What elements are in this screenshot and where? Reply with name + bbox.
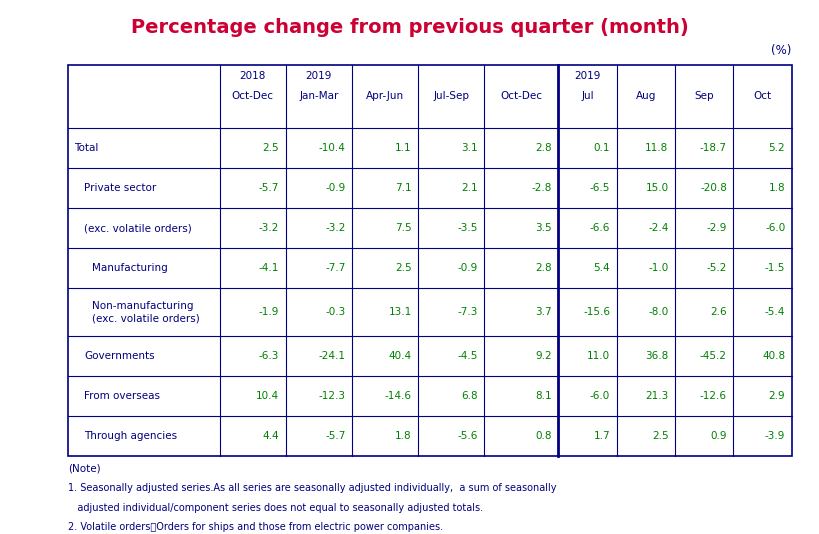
- Text: Through agencies: Through agencies: [84, 431, 177, 441]
- Text: Non-manufacturing
(exc. volatile orders): Non-manufacturing (exc. volatile orders): [93, 301, 200, 323]
- Text: 2. Volatile orders：Orders for ships and those from electric power companies.: 2. Volatile orders：Orders for ships and …: [68, 522, 443, 532]
- Text: 3.5: 3.5: [535, 223, 552, 233]
- Text: 1.8: 1.8: [395, 431, 412, 441]
- Text: 0.1: 0.1: [594, 144, 610, 153]
- Text: -24.1: -24.1: [319, 351, 346, 361]
- Text: -18.7: -18.7: [700, 144, 727, 153]
- Text: Aug: Aug: [636, 91, 656, 101]
- Text: 2.9: 2.9: [769, 391, 785, 400]
- Text: -6.6: -6.6: [590, 223, 610, 233]
- Text: 2.5: 2.5: [652, 431, 668, 441]
- Text: 2019: 2019: [574, 70, 600, 81]
- Text: -6.5: -6.5: [590, 184, 610, 193]
- Text: 6.8: 6.8: [461, 391, 477, 400]
- Text: -5.4: -5.4: [765, 307, 785, 317]
- Text: 40.8: 40.8: [762, 351, 785, 361]
- Text: -2.4: -2.4: [648, 223, 668, 233]
- Text: 5.4: 5.4: [594, 263, 610, 273]
- Text: Percentage change from previous quarter (month): Percentage change from previous quarter …: [130, 18, 689, 37]
- Text: (exc. volatile orders): (exc. volatile orders): [84, 223, 192, 233]
- Text: 1.1: 1.1: [395, 144, 412, 153]
- Text: Oct: Oct: [753, 91, 771, 101]
- Text: -3.2: -3.2: [259, 223, 279, 233]
- Text: -5.7: -5.7: [259, 184, 279, 193]
- Text: 3.1: 3.1: [461, 144, 477, 153]
- Text: 2.8: 2.8: [535, 263, 552, 273]
- Text: -7.7: -7.7: [325, 263, 346, 273]
- Text: -12.6: -12.6: [700, 391, 727, 400]
- Text: 15.0: 15.0: [645, 184, 668, 193]
- Text: -5.6: -5.6: [458, 431, 477, 441]
- Text: From overseas: From overseas: [84, 391, 161, 400]
- Text: -4.5: -4.5: [458, 351, 477, 361]
- Text: -20.8: -20.8: [700, 184, 727, 193]
- Text: -2.8: -2.8: [532, 184, 552, 193]
- Text: -7.3: -7.3: [458, 307, 477, 317]
- Text: Total: Total: [75, 144, 99, 153]
- Text: 1.7: 1.7: [594, 431, 610, 441]
- Text: Oct-Dec: Oct-Dec: [500, 91, 542, 101]
- Text: -14.6: -14.6: [385, 391, 412, 400]
- Text: -15.6: -15.6: [583, 307, 610, 317]
- Text: 11.8: 11.8: [645, 144, 668, 153]
- Text: -1.5: -1.5: [765, 263, 785, 273]
- Text: -5.2: -5.2: [707, 263, 727, 273]
- Text: Sep: Sep: [695, 91, 714, 101]
- Text: -1.9: -1.9: [259, 307, 279, 317]
- Text: 4.4: 4.4: [263, 431, 279, 441]
- Text: 1. Seasonally adjusted series.As all series are seasonally adjusted individually: 1. Seasonally adjusted series.As all ser…: [68, 483, 556, 493]
- Text: 2.1: 2.1: [461, 184, 477, 193]
- Text: -10.4: -10.4: [319, 144, 346, 153]
- Text: 13.1: 13.1: [388, 307, 412, 317]
- Text: -2.9: -2.9: [707, 223, 727, 233]
- Text: 1.8: 1.8: [769, 184, 785, 193]
- Text: -6.0: -6.0: [590, 391, 610, 400]
- Text: Governments: Governments: [84, 351, 155, 361]
- Text: Private sector: Private sector: [84, 184, 156, 193]
- Text: 10.4: 10.4: [256, 391, 279, 400]
- Text: 2019: 2019: [305, 70, 332, 81]
- Text: 3.7: 3.7: [535, 307, 552, 317]
- Text: 2.8: 2.8: [535, 144, 552, 153]
- Text: -3.2: -3.2: [325, 223, 346, 233]
- Text: -8.0: -8.0: [649, 307, 668, 317]
- Text: 11.0: 11.0: [587, 351, 610, 361]
- Text: -3.5: -3.5: [458, 223, 477, 233]
- Text: -4.1: -4.1: [259, 263, 279, 273]
- Text: 40.4: 40.4: [388, 351, 412, 361]
- Text: -5.7: -5.7: [325, 431, 346, 441]
- Text: 0.9: 0.9: [710, 431, 727, 441]
- Text: Apr-Jun: Apr-Jun: [366, 91, 404, 101]
- Text: -0.9: -0.9: [458, 263, 477, 273]
- Text: adjusted individual/component series does not equal to seasonally adjusted total: adjusted individual/component series doe…: [68, 502, 483, 513]
- Text: Jul-Sep: Jul-Sep: [433, 91, 469, 101]
- Text: (%): (%): [771, 44, 792, 57]
- Text: 2018: 2018: [239, 70, 266, 81]
- Text: Jul: Jul: [581, 91, 594, 101]
- Text: 2.5: 2.5: [263, 144, 279, 153]
- Text: -0.9: -0.9: [325, 184, 346, 193]
- Text: 8.1: 8.1: [535, 391, 552, 400]
- Text: 21.3: 21.3: [645, 391, 668, 400]
- Text: -1.0: -1.0: [649, 263, 668, 273]
- Text: (Note): (Note): [68, 464, 101, 474]
- Text: -0.3: -0.3: [325, 307, 346, 317]
- Text: -45.2: -45.2: [700, 351, 727, 361]
- Text: Oct-Dec: Oct-Dec: [232, 91, 274, 101]
- Text: 2.5: 2.5: [395, 263, 412, 273]
- Text: -3.9: -3.9: [765, 431, 785, 441]
- Text: 2.6: 2.6: [710, 307, 727, 317]
- Text: 7.5: 7.5: [395, 223, 412, 233]
- Text: -6.0: -6.0: [765, 223, 785, 233]
- Text: Manufacturing: Manufacturing: [93, 263, 168, 273]
- Text: 36.8: 36.8: [645, 351, 668, 361]
- Text: 7.1: 7.1: [395, 184, 412, 193]
- Text: 9.2: 9.2: [535, 351, 552, 361]
- Text: 5.2: 5.2: [769, 144, 785, 153]
- Text: 0.8: 0.8: [536, 431, 552, 441]
- Text: -12.3: -12.3: [319, 391, 346, 400]
- Text: Jan-Mar: Jan-Mar: [299, 91, 338, 101]
- Text: -6.3: -6.3: [259, 351, 279, 361]
